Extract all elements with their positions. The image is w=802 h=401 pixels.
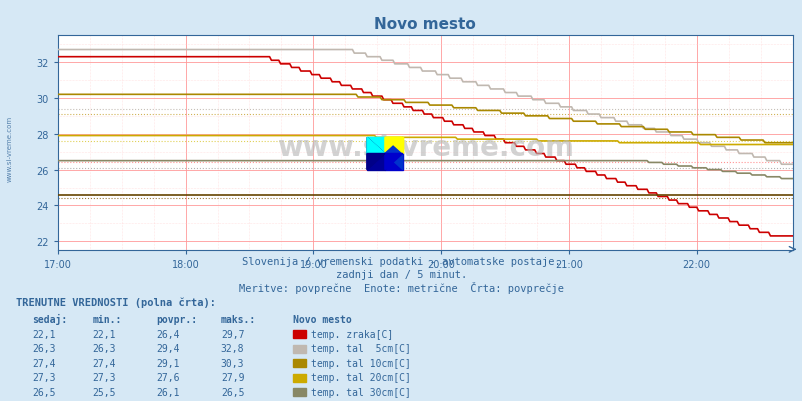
Text: 26,4: 26,4 xyxy=(156,329,180,339)
Text: 29,1: 29,1 xyxy=(156,358,180,368)
Text: www.si-vreme.com: www.si-vreme.com xyxy=(6,115,13,181)
Text: www.si-vreme.com: www.si-vreme.com xyxy=(277,134,573,162)
Text: 26,5: 26,5 xyxy=(221,387,244,397)
Text: 29,7: 29,7 xyxy=(221,329,244,339)
Text: zadnji dan / 5 minut.: zadnji dan / 5 minut. xyxy=(335,269,467,279)
Text: 32,8: 32,8 xyxy=(221,343,244,353)
Text: 22,1: 22,1 xyxy=(92,329,115,339)
Text: min.:: min.: xyxy=(92,314,122,324)
Text: 26,3: 26,3 xyxy=(92,343,115,353)
Text: 27,3: 27,3 xyxy=(32,372,55,382)
Text: 27,4: 27,4 xyxy=(92,358,115,368)
Text: temp. tal  5cm[C]: temp. tal 5cm[C] xyxy=(310,343,410,353)
Polygon shape xyxy=(367,138,384,154)
Text: temp. tal 20cm[C]: temp. tal 20cm[C] xyxy=(310,372,410,382)
Text: temp. tal 10cm[C]: temp. tal 10cm[C] xyxy=(310,358,410,368)
Polygon shape xyxy=(384,154,403,170)
Polygon shape xyxy=(367,138,384,154)
Text: Novo mesto: Novo mesto xyxy=(293,314,351,324)
Text: 27,6: 27,6 xyxy=(156,372,180,382)
Text: temp. zraka[C]: temp. zraka[C] xyxy=(310,329,392,339)
Text: 27,9: 27,9 xyxy=(221,372,244,382)
Text: 27,3: 27,3 xyxy=(92,372,115,382)
Text: 25,5: 25,5 xyxy=(92,387,115,397)
Text: 27,4: 27,4 xyxy=(32,358,55,368)
Text: Meritve: povprečne  Enote: metrične  Črta: povprečje: Meritve: povprečne Enote: metrične Črta:… xyxy=(239,281,563,293)
Text: 29,4: 29,4 xyxy=(156,343,180,353)
Text: maks.:: maks.: xyxy=(221,314,256,324)
Text: TRENUTNE VREDNOSTI (polna črta):: TRENUTNE VREDNOSTI (polna črta): xyxy=(16,297,216,308)
Text: Slovenija / vremenski podatki - avtomatske postaje.: Slovenija / vremenski podatki - avtomats… xyxy=(242,256,560,266)
Polygon shape xyxy=(384,138,403,154)
Polygon shape xyxy=(367,138,384,154)
Text: sedaj:: sedaj: xyxy=(32,314,67,324)
Title: Novo mesto: Novo mesto xyxy=(374,17,476,32)
Polygon shape xyxy=(384,138,403,154)
Polygon shape xyxy=(384,138,403,170)
Text: povpr.:: povpr.: xyxy=(156,314,197,324)
Text: 26,5: 26,5 xyxy=(32,387,55,397)
Polygon shape xyxy=(367,138,384,170)
Text: temp. tal 30cm[C]: temp. tal 30cm[C] xyxy=(310,387,410,397)
Polygon shape xyxy=(384,154,403,170)
Polygon shape xyxy=(384,138,403,154)
Text: 30,3: 30,3 xyxy=(221,358,244,368)
Text: 26,1: 26,1 xyxy=(156,387,180,397)
Polygon shape xyxy=(367,154,384,170)
Polygon shape xyxy=(367,154,384,170)
Text: 22,1: 22,1 xyxy=(32,329,55,339)
Text: 26,3: 26,3 xyxy=(32,343,55,353)
